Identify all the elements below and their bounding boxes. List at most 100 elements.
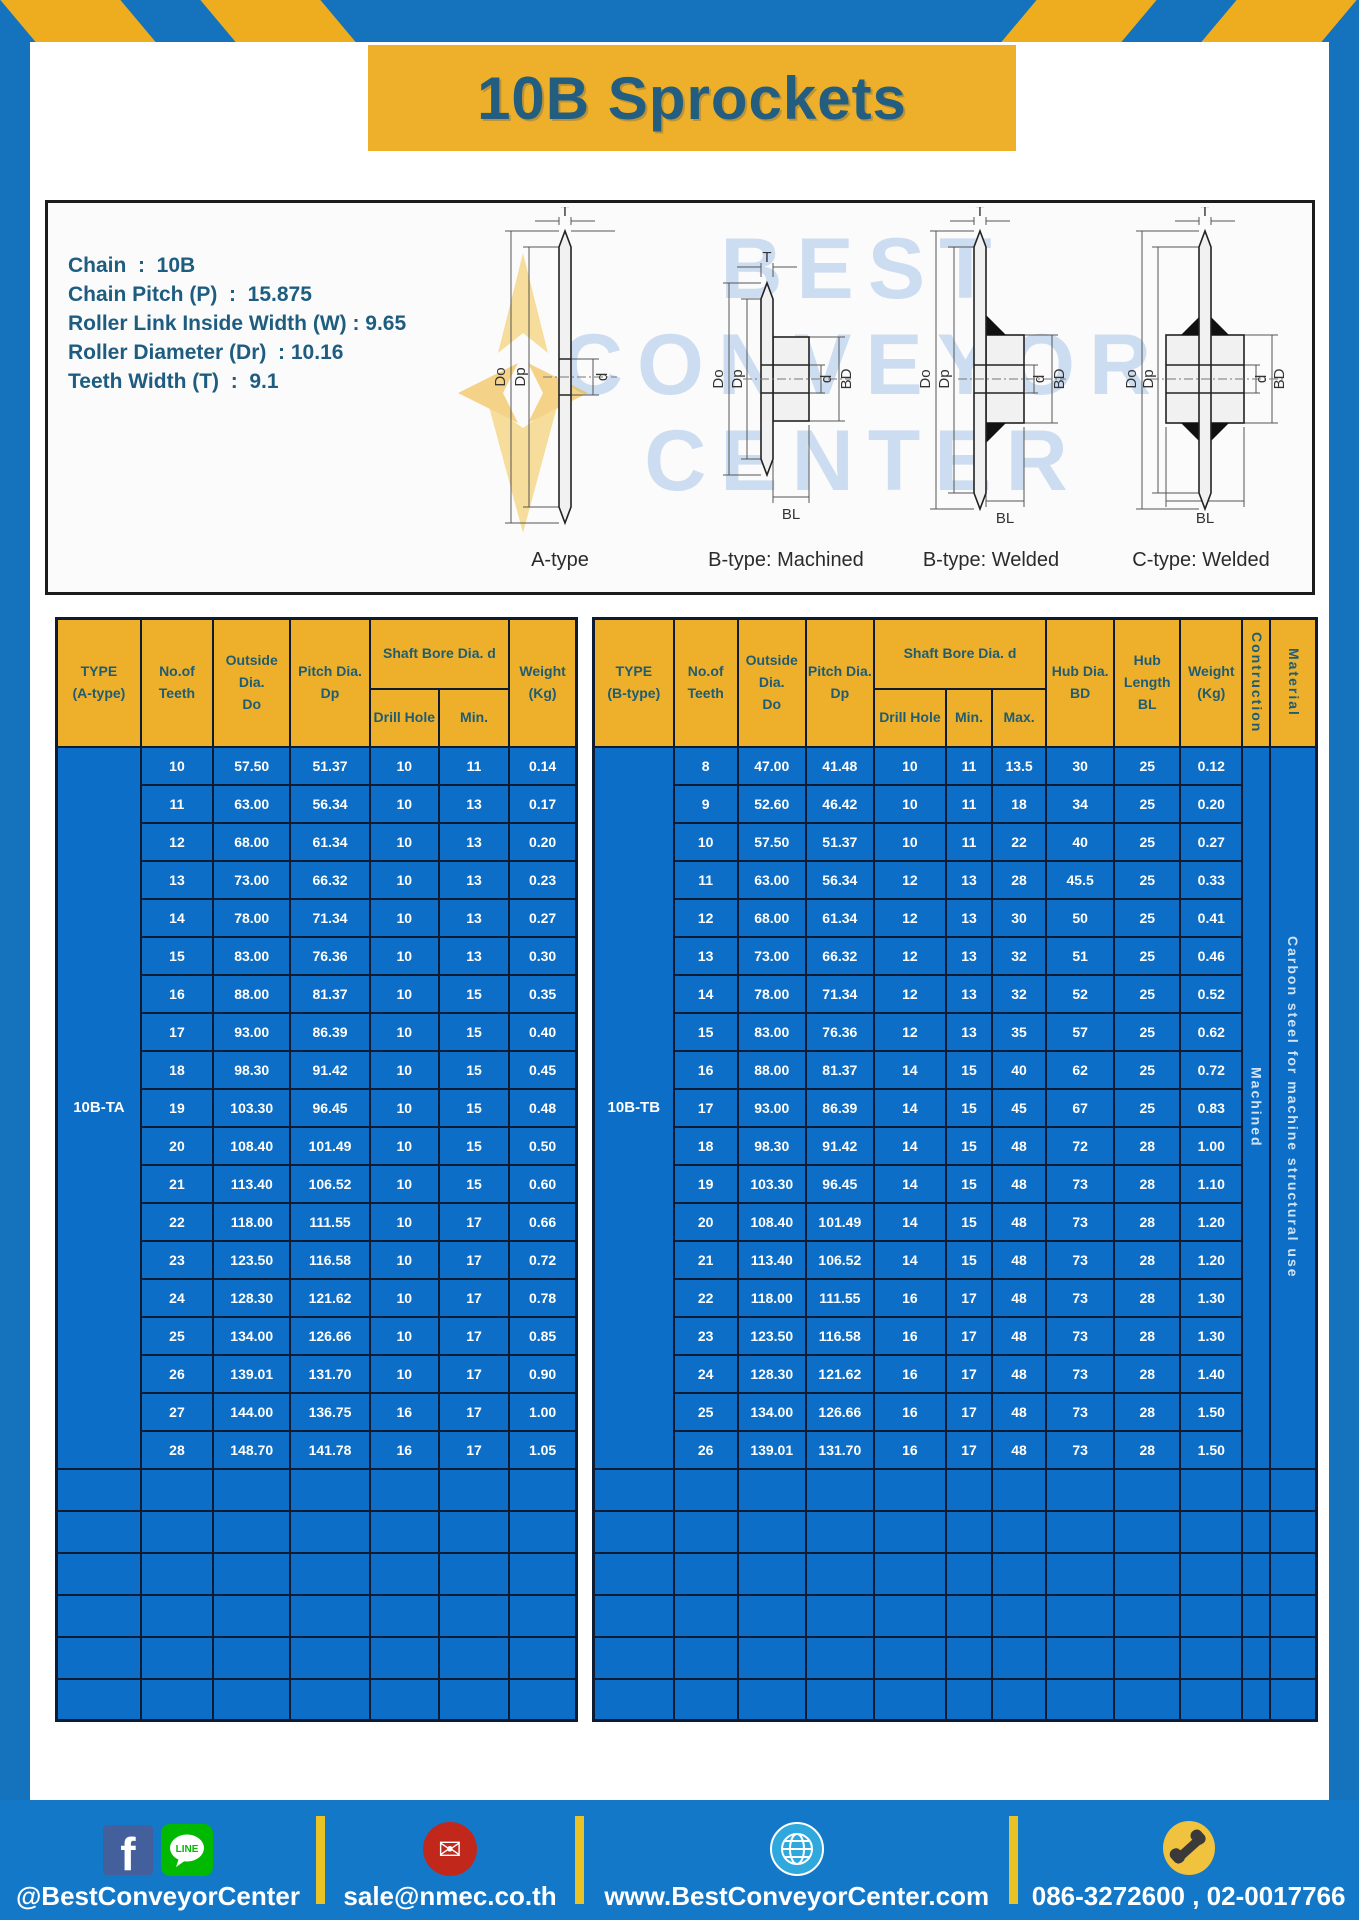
table-cell: 17	[437, 1429, 511, 1470]
table-cell: 10	[368, 1353, 440, 1394]
table-cell: 15	[437, 973, 511, 1014]
empty-cell	[1045, 1635, 1116, 1680]
table-cell: 66.32	[804, 935, 875, 976]
table-cell: 73	[1045, 1239, 1116, 1280]
empty-cell	[944, 1509, 994, 1554]
table-cell: 93.00	[212, 1011, 292, 1052]
table-cell: 17	[672, 1087, 739, 1128]
table-cell: 28	[991, 859, 1048, 900]
table-cell: 0.62	[1179, 1011, 1244, 1052]
table-cell: 25	[1113, 745, 1182, 786]
a-type-figure: T Do Dp d A-type	[460, 207, 660, 595]
empty-cell	[804, 1635, 875, 1680]
table-cell: 20	[672, 1201, 739, 1242]
table-cell: 30	[991, 897, 1048, 938]
title-banner: 10B Sprockets	[368, 45, 1016, 151]
table-row: 26 139.01 131.70 16 17 48 73 28 1.50	[594, 1429, 1317, 1470]
empty-cell	[991, 1509, 1048, 1554]
table-cell: 16	[872, 1429, 947, 1470]
footer-social-group: f LINE @BestConveyorCenter	[0, 1808, 316, 1912]
footer-divider	[315, 1816, 325, 1904]
dim-label-bl: BL	[996, 510, 1014, 527]
table-cell: 15	[944, 1125, 994, 1166]
table-cell: 76.36	[289, 935, 371, 976]
type-cell: 10B-TB	[592, 745, 675, 1470]
table-cell: 28	[1113, 1429, 1182, 1470]
table-cell: 10	[872, 821, 947, 862]
table-cell: 51.37	[289, 745, 371, 786]
table-cell: 13	[944, 973, 994, 1014]
empty-cell	[1179, 1635, 1244, 1680]
table-cell: 73.00	[212, 859, 292, 900]
table-cell: 72	[1045, 1125, 1116, 1166]
a-table-header: TYPE (A-type) No.of Teeth Outside Dia. D…	[55, 617, 578, 748]
table-cell: 14	[872, 1049, 947, 1090]
header-type: TYPE (A-type)	[55, 617, 142, 748]
table-cell: 52	[1045, 973, 1116, 1014]
table-cell: 15	[437, 1087, 511, 1128]
table-cell: 0.83	[1179, 1087, 1244, 1128]
table-cell: 17	[944, 1277, 994, 1318]
dim-label-do: Do	[710, 369, 727, 388]
table-cell: 13	[944, 1011, 994, 1052]
table-cell: 16	[368, 1391, 440, 1432]
table-cell: 28	[1113, 1163, 1182, 1204]
table-cell: 28	[1113, 1125, 1182, 1166]
table-cell: 15	[944, 1163, 994, 1204]
table-cell: 14	[872, 1201, 947, 1242]
table-cell: 17	[437, 1201, 511, 1242]
header-min: Min.	[944, 687, 994, 748]
empty-cell	[672, 1677, 739, 1722]
dim-label-dp: Dp	[1140, 369, 1157, 388]
table-row: 15 83.00 76.36 10 13 0.30	[57, 935, 578, 976]
table-cell: 48	[991, 1125, 1048, 1166]
table-cell: 51.37	[804, 821, 875, 862]
empty-cell	[804, 1677, 875, 1722]
email-icon: ✉	[423, 1822, 478, 1876]
empty-cell	[736, 1635, 807, 1680]
a-type-diagram: T Do Dp d	[492, 207, 617, 526]
empty-cell	[139, 1551, 215, 1596]
hazard-stripe	[190, 0, 366, 42]
table-cell: 26	[672, 1429, 739, 1470]
empty-cell	[1045, 1509, 1116, 1554]
empty-cell	[672, 1551, 739, 1596]
figure-label: C-type: Welded	[1132, 549, 1270, 571]
empty-row	[55, 1467, 578, 1512]
empty-cell	[991, 1635, 1048, 1680]
empty-cell	[804, 1467, 875, 1512]
hazard-stripes-left	[0, 0, 480, 42]
table-cell: 57.50	[212, 745, 292, 786]
empty-cell	[1113, 1509, 1182, 1554]
table-cell: 57	[1045, 1011, 1116, 1052]
empty-cell	[872, 1593, 947, 1638]
table-cell: 27	[139, 1391, 215, 1432]
table-cell: 1.20	[1179, 1239, 1244, 1280]
table-row: 21 113.40 106.52 14 15 48 73 28 1.20	[594, 1239, 1317, 1280]
header-hub-length: Hub Length BL	[1113, 617, 1182, 748]
table-cell: 40	[991, 1049, 1048, 1090]
table-cell: 28	[1113, 1239, 1182, 1280]
watermark-line: CONVEYOR	[560, 317, 1166, 413]
table-cell: 47.00	[736, 745, 807, 786]
empty-cell	[804, 1593, 875, 1638]
spec-line: Roller Link Inside Width (W) : 9.65	[68, 312, 407, 335]
table-cell: 21	[672, 1239, 739, 1280]
table-cell: 78.00	[736, 973, 807, 1014]
empty-cell	[672, 1593, 739, 1638]
table-cell: 66.32	[289, 859, 371, 900]
empty-cell	[1269, 1593, 1318, 1638]
table-cell: 1.40	[1179, 1353, 1244, 1394]
empty-cell	[991, 1677, 1048, 1722]
table-cell: 19	[139, 1087, 215, 1128]
phone-icon	[1162, 1821, 1215, 1875]
empty-cell	[368, 1551, 440, 1596]
table-cell: 139.01	[736, 1429, 807, 1470]
table-cell: 45	[991, 1087, 1048, 1128]
empty-cell	[1241, 1467, 1272, 1512]
table-cell: 121.62	[289, 1277, 371, 1318]
figure-label: B-type: Machined	[708, 549, 864, 571]
table-cell: 83.00	[736, 1011, 807, 1052]
table-cell: 123.50	[212, 1239, 292, 1280]
table-cell: 88.00	[736, 1049, 807, 1090]
